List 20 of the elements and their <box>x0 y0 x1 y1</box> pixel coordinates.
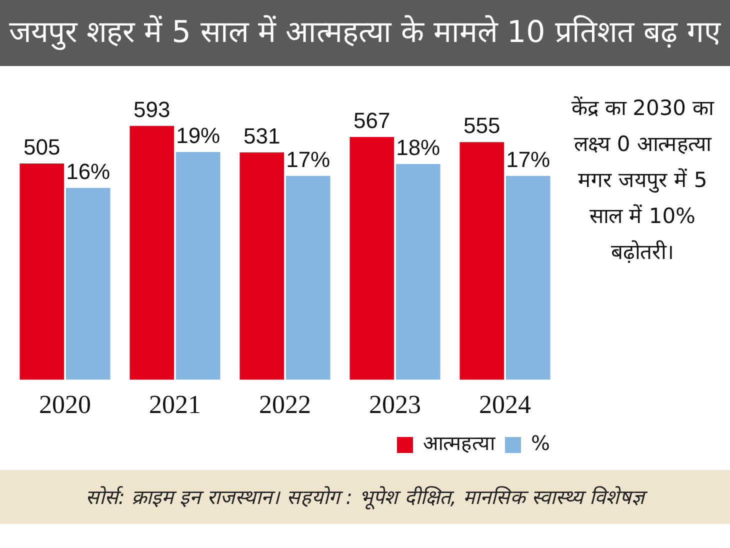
x-tick-label: 2024 <box>479 390 531 420</box>
data-label: 19% <box>176 123 220 148</box>
x-tick-label: 2023 <box>369 390 421 420</box>
data-label: 18% <box>396 135 440 160</box>
data-label: 17% <box>506 147 550 172</box>
chart-title: जयपुर शहर में 5 साल में आत्महत्या के मामले 10 प्रतिशत बढ़ गए <box>0 0 730 66</box>
data-label: 555 <box>464 113 500 138</box>
data-label: 567 <box>354 108 390 134</box>
data-label: 531 <box>244 123 280 148</box>
legend-label: % <box>530 431 550 456</box>
data-label: 593 <box>134 96 170 122</box>
text: केंद्र का 2030 का लक्ष्य 0 आत्महत्या मगर जयपुर में 5 साल में 10% बढ़ोतरी। <box>570 95 716 266</box>
x-tick-label: 2021 <box>149 390 201 420</box>
text: सोर्स: क्राइम इन राजस्थान। सहयोग : भूपेश दीक्षित, मानसिक स्वास्थ्य विशेषज्ञ <box>0 470 730 524</box>
x-tick-label: 2022 <box>259 390 311 420</box>
data-label: 505 <box>24 134 60 160</box>
x-tick-label: 2020 <box>39 390 91 420</box>
data-label: 17% <box>286 147 330 172</box>
data-label: 16% <box>66 158 110 184</box>
legend-label: आत्महत्या <box>422 431 496 456</box>
